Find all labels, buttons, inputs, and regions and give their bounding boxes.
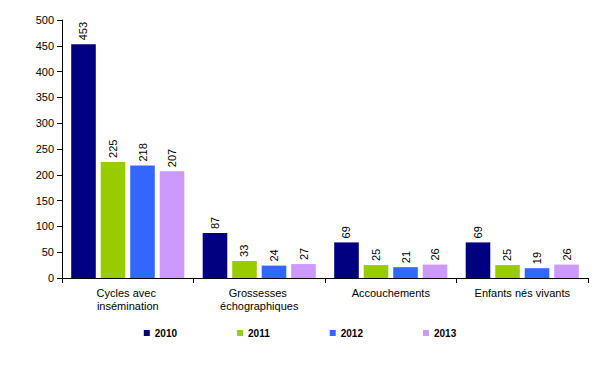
svg-text:453: 453 xyxy=(77,22,89,40)
svg-text:207: 207 xyxy=(166,149,178,167)
svg-text:2013: 2013 xyxy=(434,328,457,339)
svg-text:24: 24 xyxy=(268,249,280,261)
svg-text:Cycles avec: Cycles avec xyxy=(97,287,159,299)
svg-text:400: 400 xyxy=(36,66,54,78)
svg-text:450: 450 xyxy=(36,40,54,52)
svg-text:50: 50 xyxy=(42,246,54,258)
svg-text:87: 87 xyxy=(209,217,221,229)
svg-text:21: 21 xyxy=(400,251,412,263)
svg-text:0: 0 xyxy=(48,272,54,284)
svg-text:Grossesses: Grossesses xyxy=(229,287,290,299)
svg-text:33: 33 xyxy=(238,245,250,257)
svg-text:Enfants nés vivants: Enfants nés vivants xyxy=(475,287,571,299)
svg-text:100: 100 xyxy=(36,220,54,232)
svg-text:350: 350 xyxy=(36,91,54,103)
svg-text:26: 26 xyxy=(561,248,573,260)
svg-text:19: 19 xyxy=(531,252,543,264)
svg-text:25: 25 xyxy=(370,249,382,261)
svg-text:2012: 2012 xyxy=(341,328,364,339)
svg-text:150: 150 xyxy=(36,195,54,207)
svg-text:200: 200 xyxy=(36,169,54,181)
svg-text:26: 26 xyxy=(429,248,441,260)
svg-text:2010: 2010 xyxy=(155,328,178,339)
svg-text:échographiques: échographiques xyxy=(220,300,299,312)
svg-text:69: 69 xyxy=(340,226,352,238)
svg-text:300: 300 xyxy=(36,117,54,129)
svg-text:25: 25 xyxy=(501,249,513,261)
svg-text:2011: 2011 xyxy=(248,328,270,339)
svg-text:218: 218 xyxy=(137,143,149,161)
svg-text:500: 500 xyxy=(36,14,54,26)
svg-text:27: 27 xyxy=(298,248,310,260)
svg-text:225: 225 xyxy=(107,140,119,158)
svg-text:insémination: insémination xyxy=(97,300,159,312)
svg-text:250: 250 xyxy=(36,143,54,155)
svg-text:Accouchements: Accouchements xyxy=(352,287,431,299)
svg-text:69: 69 xyxy=(472,226,484,238)
